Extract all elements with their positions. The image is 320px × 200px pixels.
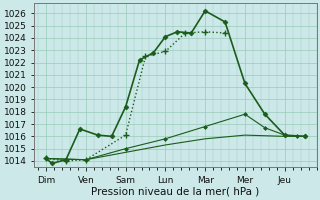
X-axis label: Pression niveau de la mer( hPa ): Pression niveau de la mer( hPa ) xyxy=(91,187,260,197)
